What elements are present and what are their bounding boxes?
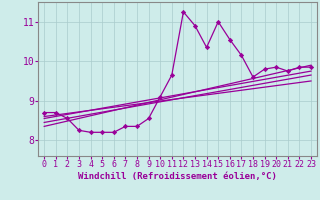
X-axis label: Windchill (Refroidissement éolien,°C): Windchill (Refroidissement éolien,°C) — [78, 172, 277, 181]
